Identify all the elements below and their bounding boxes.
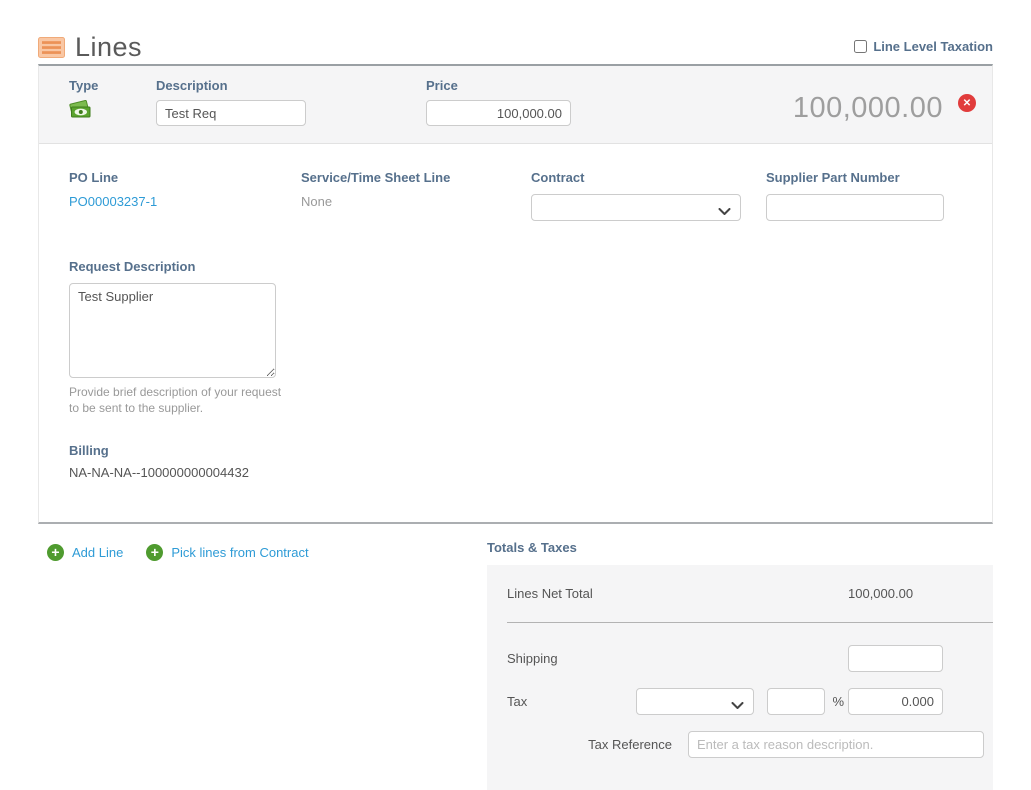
page-title: Lines bbox=[75, 31, 143, 62]
pick-lines-label: Pick lines from Contract bbox=[171, 545, 309, 560]
line-level-taxation-label: Line Level Taxation bbox=[873, 38, 993, 54]
plus-icon: + bbox=[146, 544, 164, 561]
pick-lines-from-contract-button[interactable]: + Pick lines from Contract bbox=[146, 544, 309, 561]
contract-select[interactable] bbox=[531, 194, 741, 221]
tax-type-select[interactable] bbox=[636, 688, 755, 715]
tax-label: Tax bbox=[507, 694, 528, 709]
lines-net-total-label: Lines Net Total bbox=[507, 586, 593, 601]
tax-amount-input[interactable] bbox=[848, 688, 943, 715]
price-input[interactable] bbox=[426, 100, 571, 126]
billing-label: Billing bbox=[69, 443, 109, 459]
percent-symbol: % bbox=[832, 694, 844, 709]
line-actions: + Add Line + Pick lines from Contract bbox=[38, 536, 487, 561]
service-time-sheet-line-value: None bbox=[301, 194, 333, 209]
line-level-taxation-checkbox[interactable] bbox=[854, 39, 868, 53]
add-line-button[interactable]: + Add Line bbox=[47, 544, 123, 561]
plus-icon: + bbox=[47, 544, 64, 561]
tax-row: Tax % bbox=[487, 688, 993, 715]
tax-rate-input[interactable] bbox=[767, 688, 826, 715]
add-line-label: Add Line bbox=[72, 545, 124, 560]
line-item-header: Type Description bbox=[39, 66, 992, 144]
lines-net-total-value: 100,000.00 bbox=[848, 586, 914, 601]
billing-value: NA-NA-NA--100000000004432 bbox=[69, 465, 249, 481]
po-line-label: PO Line bbox=[69, 170, 119, 185]
chevron-down-icon bbox=[731, 698, 744, 713]
line-level-taxation-toggle[interactable]: Line Level Taxation bbox=[854, 39, 993, 56]
chevron-down-icon bbox=[718, 204, 731, 219]
description-input[interactable] bbox=[156, 100, 306, 126]
request-description-help-text: Provide brief description of your reques… bbox=[69, 385, 282, 415]
tax-reference-row: Tax Reference bbox=[487, 731, 993, 758]
line-detail-panel: PO Line PO00003237-1 Service/Time Sheet … bbox=[39, 144, 992, 522]
request-description-textarea[interactable]: Test Supplier bbox=[69, 283, 276, 378]
totals-divider bbox=[507, 622, 993, 623]
shipping-label: Shipping bbox=[507, 651, 558, 666]
request-description-label: Request Description bbox=[69, 259, 196, 274]
tax-reference-label: Tax Reference bbox=[588, 737, 672, 752]
lines-net-total-row: Lines Net Total 100,000.00 bbox=[487, 565, 993, 622]
lines-table: Type Description bbox=[38, 64, 993, 524]
totals-and-taxes-section: Totals & Taxes Lines Net Total 100,000.0… bbox=[487, 536, 993, 790]
delete-line-icon[interactable]: ✕ bbox=[958, 94, 976, 112]
po-line-link[interactable]: PO00003237-1 bbox=[69, 194, 158, 209]
supplier-part-number-input[interactable] bbox=[766, 194, 944, 221]
shipping-input[interactable] bbox=[848, 645, 943, 672]
cash-line-type-icon bbox=[69, 99, 156, 121]
service-time-sheet-line-label: Service/Time Sheet Line bbox=[301, 170, 451, 185]
tax-reference-input[interactable] bbox=[688, 731, 984, 758]
shipping-row: Shipping bbox=[487, 645, 993, 672]
lines-icon bbox=[38, 36, 65, 58]
description-column-label: Description bbox=[156, 78, 228, 93]
line-total-amount: 100,000.00 bbox=[792, 92, 943, 124]
totals-panel: Lines Net Total 100,000.00 Shipping Tax bbox=[487, 565, 993, 790]
price-column-label: Price bbox=[426, 78, 458, 93]
type-column-label: Type bbox=[69, 78, 99, 93]
totals-and-taxes-heading: Totals & Taxes bbox=[487, 540, 577, 555]
contract-label: Contract bbox=[531, 170, 585, 185]
supplier-part-number-label: Supplier Part Number bbox=[766, 170, 900, 185]
section-title-row: Lines Line Level Taxation bbox=[38, 0, 993, 64]
